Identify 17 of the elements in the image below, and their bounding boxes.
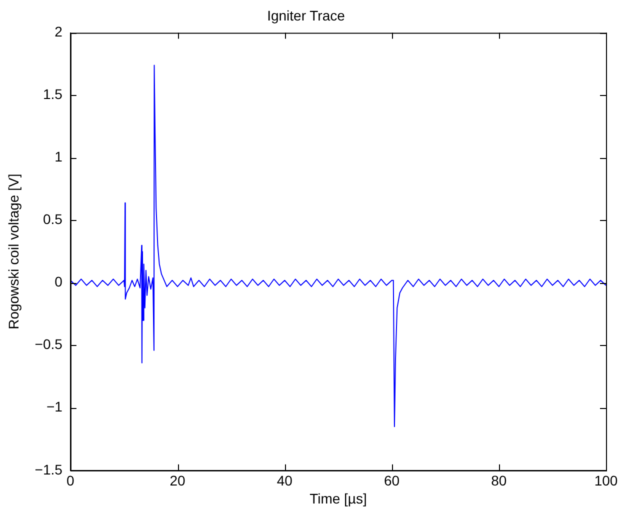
y-axis-title: Rogowski coil voltage [V] <box>5 174 22 330</box>
x-tick-label: 20 <box>170 472 186 489</box>
chart-title: Igniter Trace <box>267 7 346 24</box>
y-tick-label: 2 <box>54 24 63 40</box>
x-tick-label: 0 <box>66 472 75 489</box>
y-tick-label: 1.5 <box>42 86 63 102</box>
y-tick-label: −1 <box>46 398 63 415</box>
x-tick-label: 40 <box>276 472 293 489</box>
y-tick-label: 0 <box>54 274 63 290</box>
y-tick-label: −0.5 <box>34 336 63 352</box>
y-tick-label: −1.5 <box>34 461 63 478</box>
x-axis-title: Time [µs] <box>310 490 367 506</box>
x-tick-label: 80 <box>491 472 507 489</box>
x-tick-label: 60 <box>384 472 400 489</box>
y-tick-label: 1 <box>54 148 63 165</box>
x-tick-label: 100 <box>594 472 618 489</box>
y-tick-label: 0.5 <box>42 211 63 228</box>
